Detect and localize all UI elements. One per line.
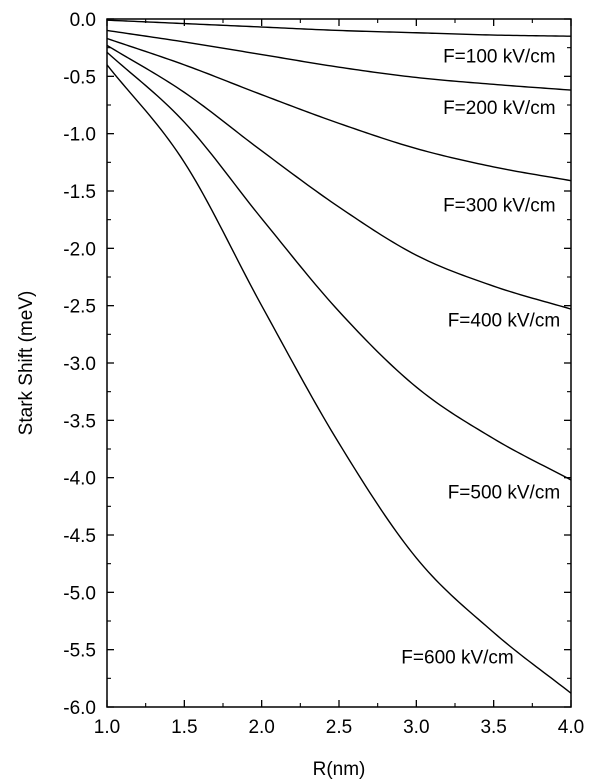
curves (106, 19, 572, 694)
x-tick-label: 1.0 (94, 717, 120, 738)
series-label: F=100 kV/cm (443, 47, 555, 68)
series-label: F=400 kV/cm (448, 310, 560, 331)
x-tick-label: 1.5 (171, 717, 197, 738)
x-tick-label: 2.5 (326, 717, 352, 738)
x-tick-label: 3.5 (480, 717, 506, 738)
series-line (106, 64, 572, 694)
series-label: F=300 kV/cm (443, 196, 555, 217)
series-label: F=600 kV/cm (401, 647, 513, 668)
y-tick-label: -2.0 (63, 239, 96, 260)
x-tick-label: 3.0 (403, 717, 429, 738)
y-tick-label: -1.5 (63, 182, 96, 203)
y-tick-label: -0.5 (63, 67, 96, 88)
y-tick-label: -4.0 (63, 469, 96, 490)
plot-frame (106, 18, 572, 708)
series-line (106, 37, 572, 182)
series-label: F=500 kV/cm (448, 482, 560, 503)
y-tick-label: -6.0 (63, 698, 96, 719)
x-tick-label: 4.0 (558, 717, 584, 738)
x-axis-title: R(nm) (313, 759, 366, 780)
y-tick-label: -3.0 (63, 354, 96, 375)
y-tick-label: -2.5 (63, 297, 96, 318)
y-tick-label: -4.5 (63, 526, 96, 547)
y-tick-label: -3.5 (63, 411, 96, 432)
series-label: F=200 kV/cm (443, 98, 555, 119)
series-line (106, 19, 572, 37)
series-line (106, 44, 572, 310)
x-tick-label: 2.0 (248, 717, 274, 738)
axis-ticks: 1.0 1.5 2.0 2.5 3.0 3.5 4.0 0.0 -0.5 -1.0 -1.5 -2.0… (63, 10, 584, 738)
series-line (106, 51, 572, 481)
series-line (106, 29, 572, 91)
y-tick-label: -5.0 (63, 583, 96, 604)
y-tick-label: -1.0 (63, 125, 96, 146)
curve-labels: F=100 kV/cm F=200 kV/cm F=300 kV/cm F=400 k… (401, 47, 560, 669)
y-axis-title: Stark Shift (meV) (16, 291, 37, 436)
y-tick-label: 0.0 (70, 10, 96, 31)
y-tick-label: -5.5 (63, 641, 96, 662)
